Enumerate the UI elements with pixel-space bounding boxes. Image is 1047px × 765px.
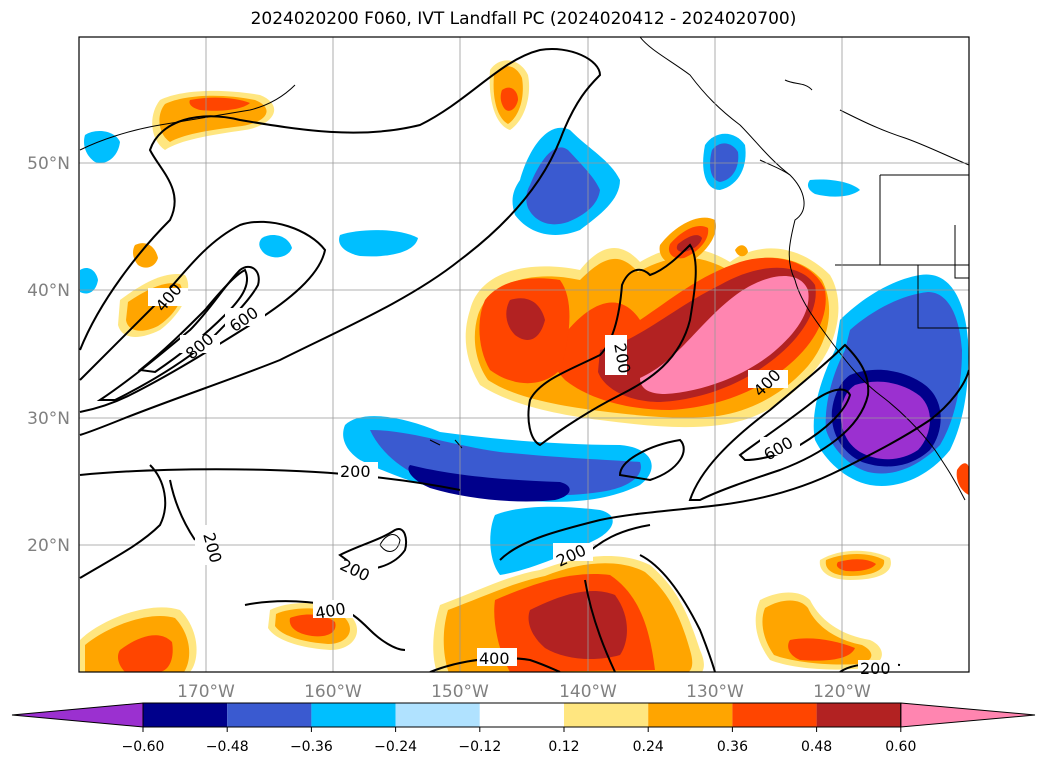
contour-label-200-f: 200 [860, 659, 891, 678]
colorbar-cell [816, 703, 901, 727]
lon-label-130w: 130°W [686, 682, 744, 702]
colorbar-tick-label: 0.36 [717, 739, 748, 755]
colorbar-cell [648, 703, 733, 727]
lon-label-140w: 140°W [559, 682, 617, 702]
colorbar-cell [395, 703, 480, 727]
colorbar-tick-label: 0.48 [801, 739, 832, 755]
colorbar-tick-label: 0.12 [548, 739, 579, 755]
colorbar-cell [479, 703, 564, 727]
colorbar-tick-label: −0.24 [374, 739, 417, 755]
map-title: 2024020200 F060, IVT Landfall PC (202402… [250, 9, 797, 29]
colorbar-tick-label: −0.48 [206, 739, 249, 755]
lon-label-150w: 150°W [431, 682, 489, 702]
colorbar-frame [142, 702, 902, 728]
lon-label-170w: 170°W [177, 682, 235, 702]
colorbar-cell [732, 703, 817, 727]
colorbar-tick-label: −0.12 [458, 739, 501, 755]
ivt-shading [80, 60, 969, 672]
contour-label-200-d: 200 [337, 555, 373, 585]
contour-label-200-b: 200 [340, 462, 371, 481]
colorbar-cell [564, 703, 649, 727]
colorbar-tick-label: −0.36 [290, 739, 333, 755]
lat-label-40n: 40°N [27, 281, 70, 301]
colorbar-cell [311, 703, 396, 727]
lon-label-160w: 160°W [304, 682, 362, 702]
colorbar-tick-label: −0.60 [122, 739, 165, 755]
colorbar-cell [227, 703, 312, 727]
map-frame [78, 36, 970, 673]
lat-label-50n: 50°N [27, 154, 70, 174]
lat-labels: 50°N 40°N 30°N 20°N [27, 154, 70, 556]
colorbar-extend-min [11, 702, 144, 728]
colorbar-extend-max [900, 702, 1036, 728]
lon-label-120w: 120°W [813, 682, 871, 702]
colorbar-cell [143, 703, 228, 727]
lat-label-20n: 20°N [27, 536, 70, 556]
colorbar-tick-label: 0.24 [633, 739, 664, 755]
colorbar: −0.60 −0.48 −0.36 −0.24 −0.12 0.12 0.24 0.36 0.4… [11, 702, 1036, 755]
lon-labels: 170°W 160°W 150°W 140°W 130°W 120°W [177, 682, 871, 702]
colorbar-tick-label: 0.60 [885, 739, 916, 755]
lat-label-30n: 30°N [27, 409, 70, 429]
contour-label-400-d: 400 [479, 649, 510, 668]
